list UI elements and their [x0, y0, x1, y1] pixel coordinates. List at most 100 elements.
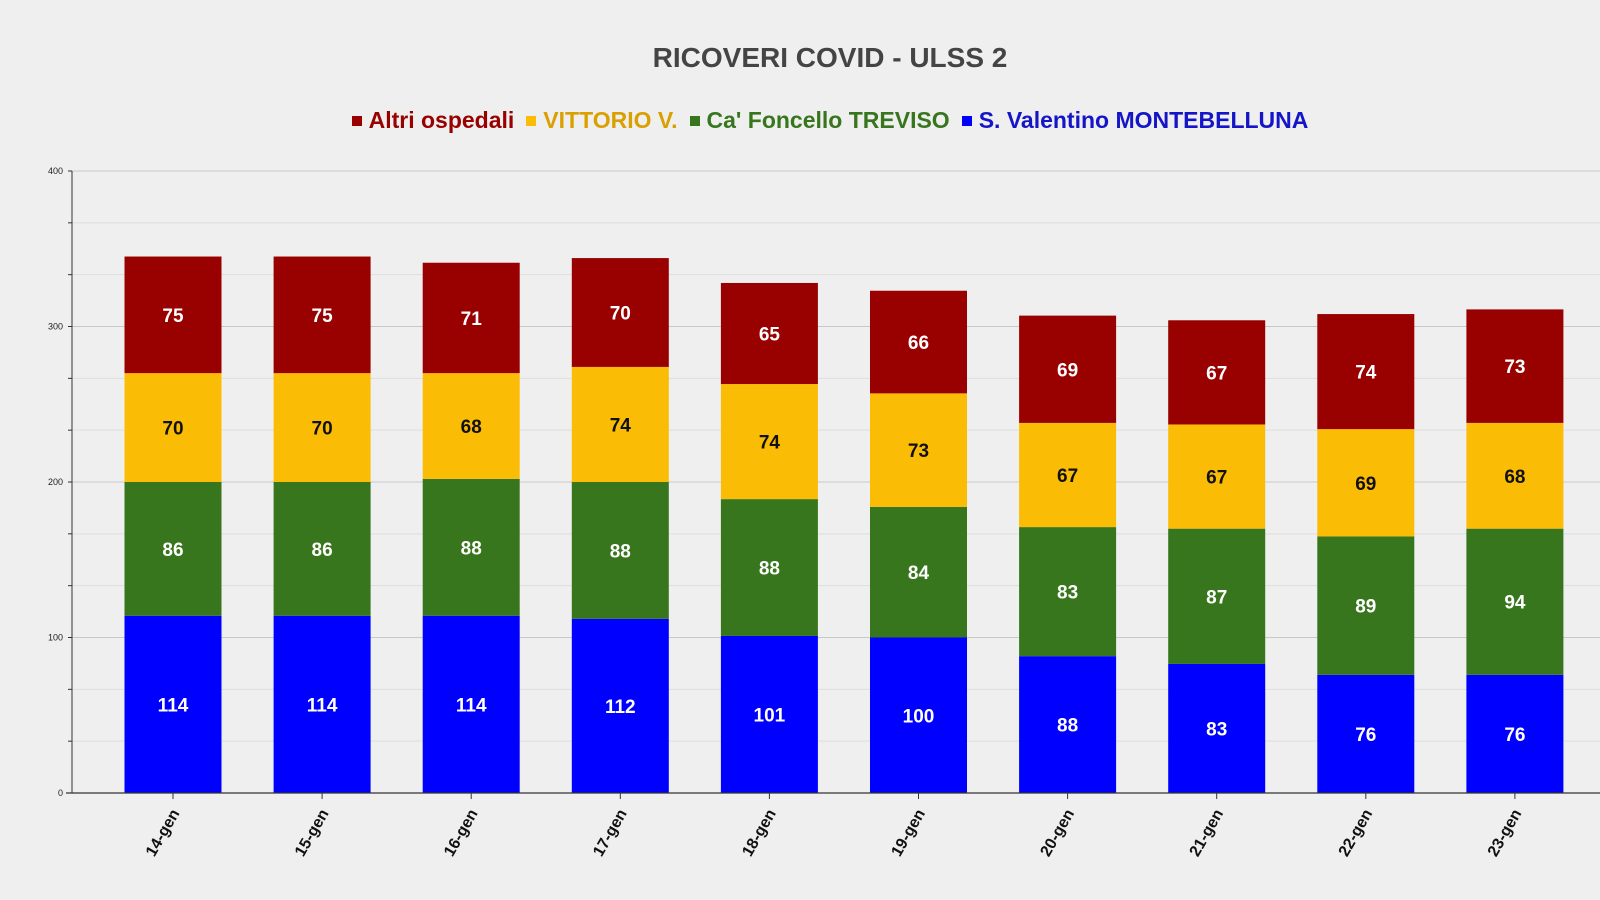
y-tick-label: 200: [48, 477, 63, 487]
bar-segment: [124, 373, 222, 482]
data-label: 74: [610, 415, 632, 436]
legend-item: Altri ospedali: [351, 107, 515, 134]
bar-segment: [720, 384, 818, 500]
legend-item: VITTORIO V.: [526, 107, 678, 134]
bar-segment: [720, 499, 818, 636]
bar-segment: [720, 635, 818, 793]
bar-segment: [1317, 314, 1415, 430]
x-tick-label: 21-gen: [1187, 807, 1228, 860]
data-label: 89: [1355, 597, 1376, 618]
legend-item: S. Valentino MONTEBELLUNA: [961, 107, 1309, 134]
legend-label: VITTORIO V.: [543, 107, 678, 133]
legend-label: Altri ospedali: [368, 107, 515, 133]
data-label: 114: [456, 695, 487, 716]
data-label: 88: [610, 541, 631, 562]
bar-segment: [571, 258, 669, 367]
legend-label: Ca' Foncello TREVISO: [706, 107, 950, 133]
bar-segment: [870, 290, 967, 394]
data-label: 74: [759, 433, 781, 454]
data-label: 66: [908, 333, 929, 354]
data-label: 69: [1355, 474, 1376, 495]
legend-swatch: [526, 115, 537, 126]
data-label: 88: [461, 538, 482, 559]
x-tick-label: 19-gen: [888, 807, 929, 860]
bar-segment: [571, 366, 669, 482]
data-label: 76: [1504, 725, 1525, 746]
bar-segment: [571, 618, 669, 793]
bar-segment: [1019, 422, 1117, 528]
x-tick-label: 20-gen: [1038, 807, 1079, 860]
data-label: 73: [908, 441, 929, 462]
y-tick-label: 300: [48, 322, 63, 332]
data-label: 101: [754, 705, 786, 726]
data-label: 69: [1057, 360, 1078, 381]
bar-segment: [870, 393, 967, 507]
bar-segment: [422, 478, 520, 616]
bar-segment: [273, 373, 371, 482]
data-label: 70: [610, 304, 631, 325]
bar-segment: [1019, 315, 1117, 423]
y-tick-label: 400: [48, 166, 63, 176]
bar-segment: [1019, 656, 1117, 793]
data-label: 88: [759, 559, 780, 580]
data-label: 67: [1206, 363, 1227, 384]
bar-segment: [571, 482, 669, 619]
bar-segment: [1466, 422, 1564, 529]
x-tick-label: 22-gen: [1336, 807, 1377, 860]
bar-segment: [273, 615, 371, 793]
bar-segment: [1168, 663, 1266, 793]
legend-label: S. Valentino MONTEBELLUNA: [978, 107, 1309, 133]
data-label: 67: [1206, 468, 1227, 489]
data-label: 67: [1057, 466, 1078, 487]
y-tick-label: 0: [58, 788, 63, 798]
data-label: 112: [605, 697, 636, 718]
data-label: 88: [1057, 716, 1078, 737]
bar-segment: [870, 506, 967, 638]
data-label: 86: [312, 540, 333, 561]
bar-segment: [124, 256, 222, 374]
bar-segment: [1317, 429, 1415, 537]
data-label: 114: [158, 695, 189, 716]
bar-segment: [1317, 536, 1415, 675]
data-label: 83: [1206, 719, 1227, 740]
x-tick-label: 18-gen: [739, 807, 780, 860]
data-label: 87: [1206, 587, 1227, 608]
bar-segment: [1168, 424, 1266, 529]
legend-swatch: [689, 115, 700, 126]
bar-segment: [1466, 309, 1564, 423]
data-label: 73: [1504, 357, 1525, 378]
bar-segment: [124, 482, 222, 616]
bar-segment: [720, 282, 818, 385]
data-label: 100: [903, 706, 935, 727]
x-tick-label: 17-gen: [590, 807, 631, 860]
bar-segment: [273, 482, 371, 616]
data-label: 70: [162, 419, 183, 440]
data-label: 75: [312, 306, 334, 327]
data-label: 86: [162, 540, 183, 561]
data-label: 65: [759, 324, 781, 345]
bar-segment: [1019, 527, 1117, 657]
bar-segment: [422, 373, 520, 479]
x-tick-label: 23-gen: [1485, 807, 1526, 860]
chart-title: RICOVERI COVID - ULSS 2: [652, 42, 1008, 73]
data-label: 114: [307, 695, 338, 716]
bar-segment: [1466, 674, 1564, 793]
data-label: 94: [1504, 593, 1526, 614]
data-label: 83: [1057, 583, 1078, 604]
bar-segment: [124, 615, 222, 793]
data-label: 75: [162, 306, 184, 327]
bar-segment: [1466, 528, 1564, 675]
bar-segment: [273, 256, 371, 374]
legend-swatch: [961, 115, 972, 126]
data-label: 74: [1355, 363, 1377, 384]
y-tick-label: 100: [48, 633, 63, 643]
x-tick-label: 14-gen: [143, 807, 184, 860]
x-tick-label: 16-gen: [441, 807, 482, 860]
x-tick-label: 15-gen: [292, 807, 333, 860]
data-label: 68: [1504, 467, 1525, 488]
bar-segment: [1168, 320, 1266, 425]
bar-segment: [870, 637, 967, 793]
bar-segment: [422, 262, 520, 374]
